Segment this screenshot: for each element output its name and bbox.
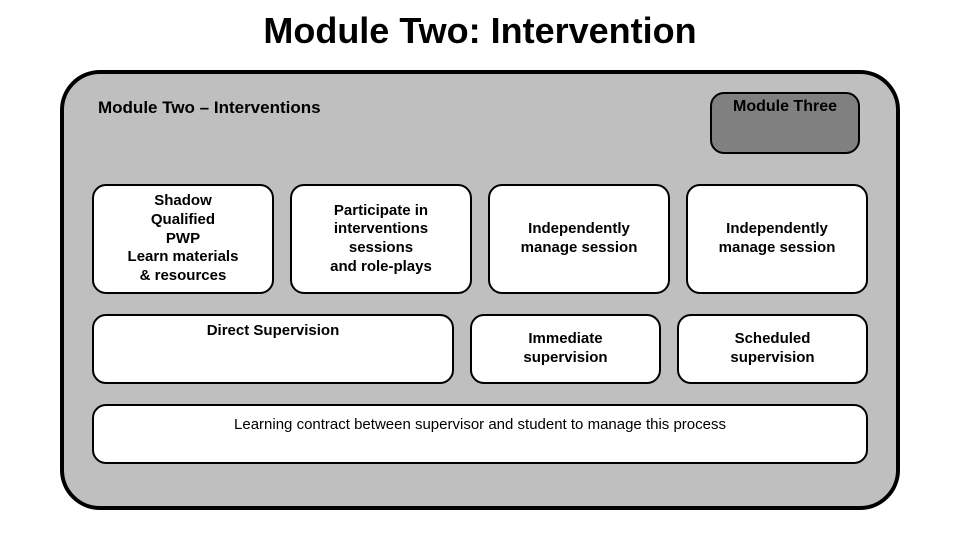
stage-box-independent-2: Independentlymanage session xyxy=(686,184,868,294)
learning-contract-box: Learning contract between supervisor and… xyxy=(92,404,868,464)
main-panel: Module Two – Interventions Module Three … xyxy=(60,70,900,510)
supervision-direct: Direct Supervision xyxy=(92,314,454,384)
stage-row: ShadowQualifiedPWPLearn materials& resou… xyxy=(92,184,868,294)
module-three-box: Module Three xyxy=(710,92,860,154)
stage-box-independent-1: Independentlymanage session xyxy=(488,184,670,294)
supervision-immediate: Immediatesupervision xyxy=(470,314,661,384)
supervision-scheduled: Scheduledsupervision xyxy=(677,314,868,384)
stage-box-shadow: ShadowQualifiedPWPLearn materials& resou… xyxy=(92,184,274,294)
stage-box-participate: Participate ininterventionssessionsand r… xyxy=(290,184,472,294)
panel-header-left: Module Two – Interventions xyxy=(92,92,321,118)
panel-header-row: Module Two – Interventions Module Three xyxy=(92,92,868,154)
footer-row: Learning contract between supervisor and… xyxy=(92,404,868,464)
page: Module Two: Intervention Module Two – In… xyxy=(0,0,960,540)
supervision-row: Direct Supervision Immediatesupervision … xyxy=(92,314,868,384)
page-title: Module Two: Intervention xyxy=(0,0,960,52)
